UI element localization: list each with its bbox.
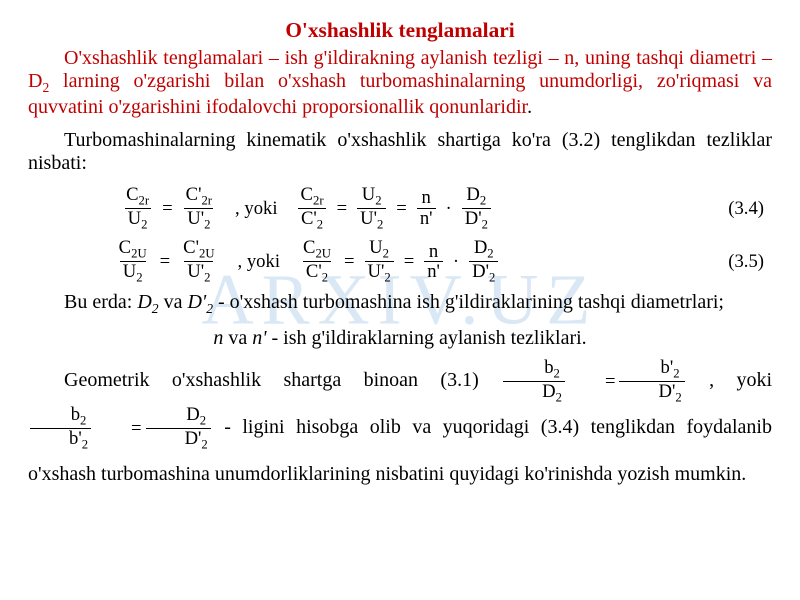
- page-content: O'xshashlik tenglamalari O'xshashlik ten…: [0, 0, 800, 524]
- eq35-frac2: C'2U U'2: [180, 238, 217, 285]
- intro-red-text: O'xshashlik tenglamalari – ish g'ildirak…: [28, 47, 772, 118]
- eq34-frac6: D2 D'2: [462, 185, 491, 232]
- eq35-frac3: C2U C'2: [300, 238, 334, 285]
- dot-sign: ·: [453, 251, 459, 273]
- equals-sign: =: [404, 251, 415, 273]
- eq35-frac4: U2 U'2: [365, 238, 394, 285]
- kinematic-paragraph: Turbomashinalarning kinematik o'xshashli…: [28, 129, 772, 175]
- yoki-text: , yoki: [238, 251, 281, 273]
- geometric-paragraph: Geometrik o'xshashlik shartga binoan (3.…: [28, 358, 772, 496]
- equation-3-4: C2r U2 = C'2r U'2 , yoki C2r C'2 = U2 U'…: [28, 185, 772, 232]
- equals-sign: =: [396, 198, 407, 220]
- n-line: n va n' - ish g'ildiraklarning aylanish …: [28, 327, 772, 350]
- eq34-label: (3.4): [702, 198, 772, 220]
- equals-sign: =: [162, 198, 173, 220]
- eq34-frac1: C2r U2: [123, 185, 152, 232]
- equals-sign: =: [344, 251, 355, 273]
- equation-3-5: C2U U2 = C'2U U'2 , yoki C2U C'2 = U2 U'…: [28, 238, 772, 285]
- eq35-body: C2U U2 = C'2U U'2 , yoki C2U C'2 = U2 U'…: [28, 238, 702, 285]
- geo-eq2: b2 b'2 = D2 D'2: [30, 405, 211, 452]
- eq35-frac6: D2 D'2: [469, 238, 498, 285]
- intro-paragraph: O'xshashlik tenglamalari – ish g'ildirak…: [28, 47, 772, 119]
- geo-eq1: b2 D2 = b'2 D'2: [503, 358, 685, 405]
- eq34-frac4: U2 U'2: [357, 185, 386, 232]
- eq34-frac2: C'2r U'2: [183, 185, 215, 232]
- intro-tail: .: [527, 96, 532, 118]
- page-title: O'xshashlik tenglamalari: [28, 18, 772, 43]
- yoki-text: , yoki: [235, 198, 278, 220]
- eq34-frac5: n n': [417, 188, 436, 228]
- equals-sign: =: [337, 198, 348, 220]
- eq35-frac1: C2U U2: [116, 238, 150, 285]
- eq34-frac3: C2r C'2: [298, 185, 327, 232]
- bu-erda-line: Bu erda: D2 va D'2 - o'xshash turbomashi…: [28, 291, 772, 317]
- dot-sign: ·: [446, 198, 452, 220]
- eq35-label: (3.5): [702, 251, 772, 273]
- eq34-body: C2r U2 = C'2r U'2 , yoki C2r C'2 = U2 U'…: [28, 185, 702, 232]
- eq35-frac5: n n': [424, 242, 443, 282]
- equals-sign: =: [160, 251, 171, 273]
